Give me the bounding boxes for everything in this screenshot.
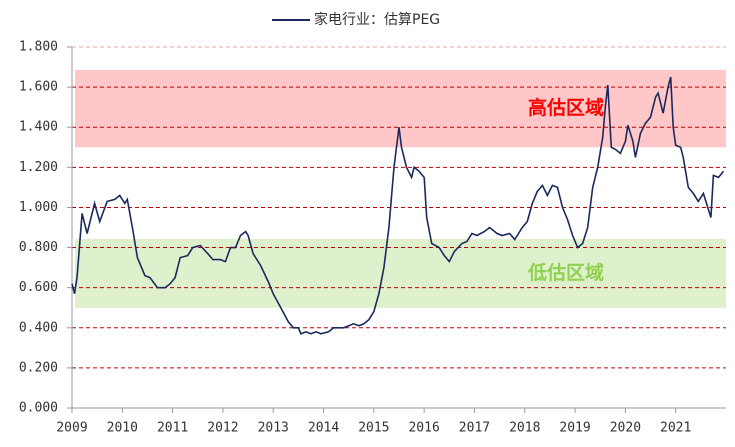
x-tick-label: 2009	[56, 421, 87, 436]
y-tick-label: 0.800	[19, 240, 58, 255]
x-tick-label: 2018	[509, 421, 540, 436]
y-tick-label: 0.200	[19, 360, 58, 375]
x-tick-label: 2020	[610, 421, 641, 436]
zone-label: 低估区域	[527, 261, 604, 284]
y-tick-label: 1.200	[19, 160, 58, 175]
zone-band	[75, 238, 726, 308]
x-tick-label: 2017	[459, 421, 490, 436]
y-tick-label: 0.400	[19, 320, 58, 335]
y-tick-label: 1.400	[19, 120, 58, 135]
x-tick-label: 2010	[107, 421, 138, 436]
series-line	[71, 76, 725, 335]
x-tick-label: 2015	[358, 421, 389, 436]
x-tick-label: 2019	[559, 421, 590, 436]
zone-label: 高估区域	[528, 96, 604, 119]
x-tick-label: 2016	[408, 421, 439, 436]
x-tick-label: 2021	[660, 421, 691, 436]
y-tick-label: 0.000	[19, 401, 58, 416]
x-tick-label: 2014	[308, 421, 339, 436]
y-tick-label: 1.600	[19, 80, 58, 95]
x-tick-label: 2013	[258, 421, 289, 436]
x-tick-label: 2011	[157, 421, 188, 436]
y-tick-label: 1.800	[19, 40, 58, 55]
x-tick-label: 2012	[207, 421, 238, 436]
y-tick-label: 1.000	[19, 200, 58, 215]
legend-label: 家电行业：估算PEG	[314, 11, 440, 28]
y-tick-label: 0.600	[19, 280, 58, 295]
